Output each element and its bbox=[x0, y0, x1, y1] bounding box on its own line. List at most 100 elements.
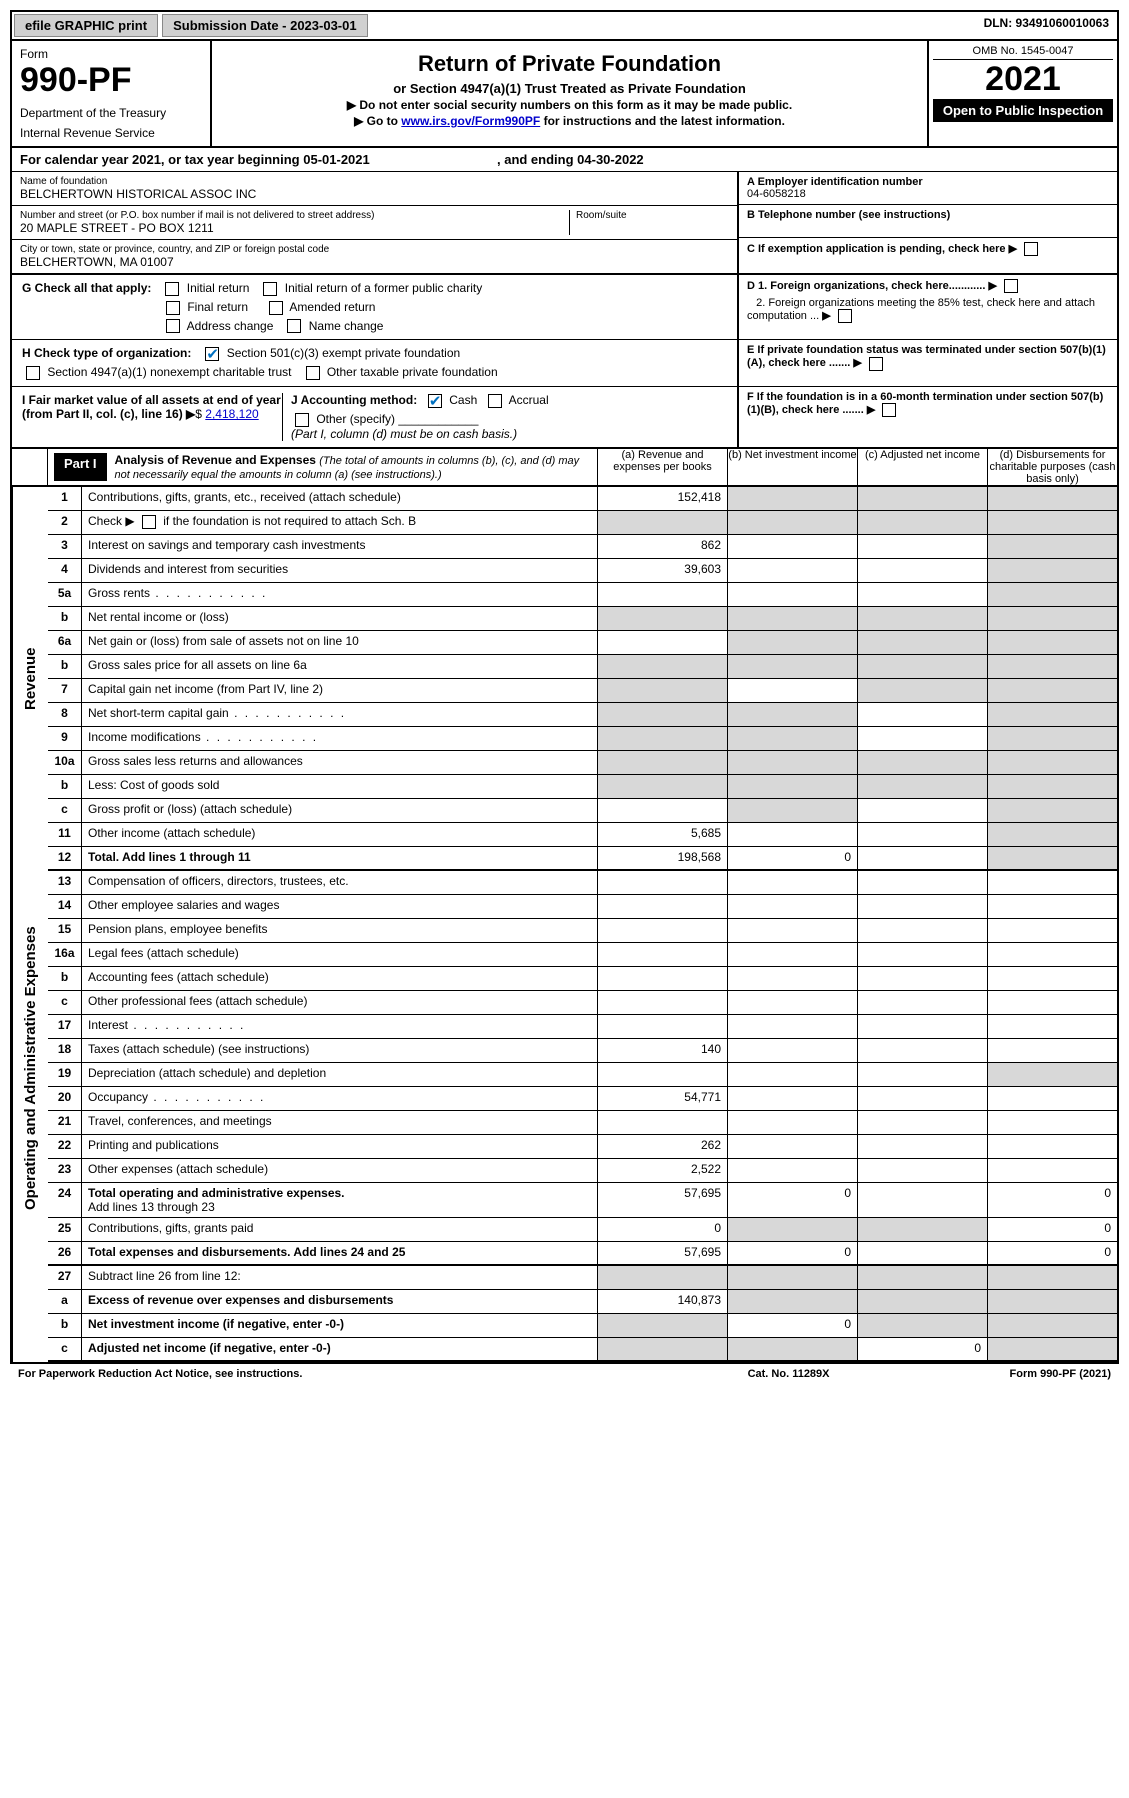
checkbox-cash[interactable] bbox=[428, 394, 442, 408]
col-d-header: (d) Disbursements for charitable purpose… bbox=[987, 449, 1117, 485]
dln-label: DLN: 93491060010063 bbox=[976, 12, 1117, 39]
checkbox-c[interactable] bbox=[1024, 242, 1038, 256]
top-bar: efile GRAPHIC print Submission Date - 20… bbox=[12, 12, 1117, 41]
fmv-value[interactable]: 2,418,120 bbox=[205, 407, 258, 421]
form-word: Form bbox=[20, 47, 202, 61]
line-23: Other expenses (attach schedule) bbox=[82, 1159, 597, 1182]
line-2-post: if the foundation is not required to att… bbox=[163, 514, 416, 528]
g-initial: Initial return bbox=[187, 281, 250, 295]
goto-instructions: ▶ Go to www.irs.gov/Form990PF for instru… bbox=[224, 114, 915, 128]
tax-year: 2021 bbox=[933, 60, 1113, 99]
section-g-d: G Check all that apply: Initial return I… bbox=[12, 275, 1117, 340]
checkbox-name-change[interactable] bbox=[287, 319, 301, 333]
j-other: Other (specify) bbox=[316, 412, 395, 426]
line-13: Compensation of officers, directors, tru… bbox=[82, 871, 597, 894]
v4a: 39,603 bbox=[597, 559, 727, 582]
j-accrual: Accrual bbox=[509, 393, 549, 407]
year-end: 04-30-2022 bbox=[577, 152, 644, 167]
v27cc: 0 bbox=[857, 1338, 987, 1360]
identity-block: Name of foundation BELCHERTOWN HISTORICA… bbox=[12, 172, 1117, 275]
g-name: Name change bbox=[309, 319, 384, 333]
v11a: 5,685 bbox=[597, 823, 727, 846]
calendar-year-line: For calendar year 2021, or tax year begi… bbox=[12, 148, 1117, 172]
checkbox-accrual[interactable] bbox=[488, 394, 502, 408]
line-16c: Other professional fees (attach schedule… bbox=[82, 991, 597, 1014]
checkbox-initial-return[interactable] bbox=[165, 282, 179, 296]
h-4947: Section 4947(a)(1) nonexempt charitable … bbox=[47, 365, 291, 379]
irs-link[interactable]: www.irs.gov/Form990PF bbox=[401, 114, 540, 128]
ein-label: A Employer identification number bbox=[747, 176, 1109, 188]
line-4: Dividends and interest from securities bbox=[82, 559, 597, 582]
v24d: 0 bbox=[987, 1183, 1117, 1217]
checkbox-501c3[interactable] bbox=[205, 347, 219, 361]
line-8: Net short-term capital gain bbox=[82, 703, 597, 726]
checkbox-d1[interactable] bbox=[1004, 279, 1018, 293]
line-27: Subtract line 26 from line 12: bbox=[82, 1266, 597, 1289]
g-address: Address change bbox=[187, 319, 274, 333]
form-ref: Form 990-PF (2021) bbox=[1010, 1368, 1111, 1380]
line-22: Printing and publications bbox=[82, 1135, 597, 1158]
revenue-section: Revenue 1Contributions, gifts, grants, e… bbox=[12, 487, 1117, 871]
checkbox-e[interactable] bbox=[869, 357, 883, 371]
checkbox-schb[interactable] bbox=[142, 515, 156, 529]
line-5b: Net rental income or (loss) bbox=[82, 607, 597, 630]
address-label: Number and street (or P.O. box number if… bbox=[20, 210, 569, 221]
line-24: Add lines 13 through 23 bbox=[88, 1200, 215, 1214]
v12b: 0 bbox=[727, 847, 857, 869]
address-value: 20 MAPLE STREET - PO BOX 1211 bbox=[20, 221, 569, 235]
v24b: 0 bbox=[727, 1183, 857, 1217]
revenue-side-label: Revenue bbox=[12, 487, 48, 871]
checkbox-final-return[interactable] bbox=[166, 301, 180, 315]
line-16a: Legal fees (attach schedule) bbox=[82, 943, 597, 966]
checkbox-initial-former[interactable] bbox=[263, 282, 277, 296]
v22a: 262 bbox=[597, 1135, 727, 1158]
section-h-e: H Check type of organization: Section 50… bbox=[12, 340, 1117, 387]
efile-print-button[interactable]: efile GRAPHIC print bbox=[14, 14, 158, 37]
line-18: Taxes (attach schedule) (see instruction… bbox=[82, 1039, 597, 1062]
line-27a: Excess of revenue over expenses and disb… bbox=[82, 1290, 597, 1313]
checkbox-amended-return[interactable] bbox=[269, 301, 283, 315]
form-subtitle: or Section 4947(a)(1) Trust Treated as P… bbox=[224, 81, 915, 96]
checkbox-address-change[interactable] bbox=[166, 319, 180, 333]
v23a: 2,522 bbox=[597, 1159, 727, 1182]
cat-no: Cat. No. 11289X bbox=[748, 1368, 830, 1380]
v27aa: 140,873 bbox=[597, 1290, 727, 1313]
line-3: Interest on savings and temporary cash i… bbox=[82, 535, 597, 558]
section-i-j-f: I Fair market value of all assets at end… bbox=[12, 387, 1117, 449]
form-number: 990-PF bbox=[20, 61, 202, 100]
expenses-section: Operating and Administrative Expenses 13… bbox=[12, 871, 1117, 1266]
line-21: Travel, conferences, and meetings bbox=[82, 1111, 597, 1134]
yearline-pre: For calendar year 2021, or tax year begi… bbox=[20, 152, 303, 167]
checkbox-4947[interactable] bbox=[26, 366, 40, 380]
checkbox-other-taxable[interactable] bbox=[306, 366, 320, 380]
v26b: 0 bbox=[727, 1242, 857, 1264]
line-26: Total expenses and disbursements. Add li… bbox=[82, 1242, 597, 1264]
checkbox-f[interactable] bbox=[882, 403, 896, 417]
checkbox-d2[interactable] bbox=[838, 309, 852, 323]
v25a: 0 bbox=[597, 1218, 727, 1241]
g-label: G Check all that apply: bbox=[22, 281, 151, 295]
line-16b: Accounting fees (attach schedule) bbox=[82, 967, 597, 990]
line-20: Occupancy bbox=[82, 1087, 597, 1110]
col-a-header: (a) Revenue and expenses per books bbox=[597, 449, 727, 485]
ein-value: 04-6058218 bbox=[747, 188, 1109, 200]
line-27b: Net investment income (if negative, ente… bbox=[82, 1314, 597, 1337]
line-1: Contributions, gifts, grants, etc., rece… bbox=[82, 487, 597, 510]
v26a: 57,695 bbox=[597, 1242, 727, 1264]
line-27-section: 27Subtract line 26 from line 12: aExcess… bbox=[12, 1266, 1117, 1362]
line-10c: Gross profit or (loss) (attach schedule) bbox=[82, 799, 597, 822]
checkbox-other-method[interactable] bbox=[295, 413, 309, 427]
submission-date-button[interactable]: Submission Date - 2023-03-01 bbox=[162, 14, 368, 37]
j-label: J Accounting method: bbox=[291, 393, 417, 407]
city-value: BELCHERTOWN, MA 01007 bbox=[20, 255, 729, 269]
v25d: 0 bbox=[987, 1218, 1117, 1241]
v12a: 198,568 bbox=[597, 847, 727, 869]
part1-title: Analysis of Revenue and Expenses bbox=[115, 453, 316, 467]
line-15: Pension plans, employee benefits bbox=[82, 919, 597, 942]
line-10a: Gross sales less returns and allowances bbox=[82, 751, 597, 774]
v26d: 0 bbox=[987, 1242, 1117, 1264]
yearline-mid: , and ending bbox=[497, 152, 577, 167]
line-5a: Gross rents bbox=[82, 583, 597, 606]
v3a: 862 bbox=[597, 535, 727, 558]
h-label: H Check type of organization: bbox=[22, 346, 191, 360]
